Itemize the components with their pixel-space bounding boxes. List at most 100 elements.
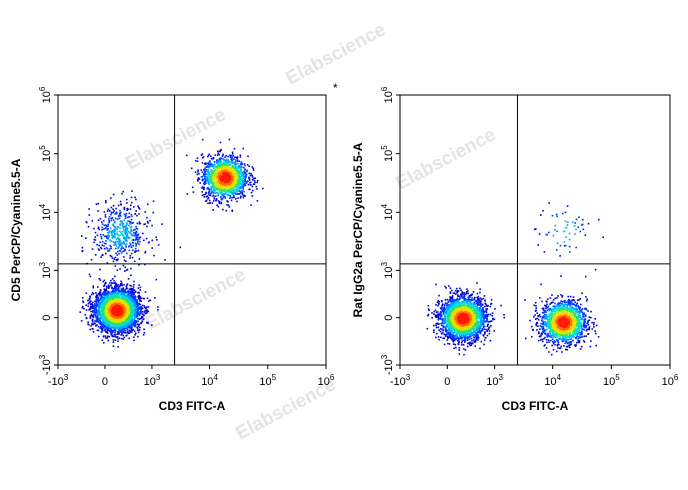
event-dot xyxy=(117,288,120,291)
event-dot xyxy=(112,234,115,237)
event-dot xyxy=(121,242,123,244)
event-dot xyxy=(126,283,129,285)
event-dot xyxy=(216,165,219,168)
event-dot xyxy=(139,299,141,301)
event-dot xyxy=(216,188,218,190)
event-dot xyxy=(127,330,129,332)
event-dot xyxy=(229,164,231,166)
event-dot xyxy=(112,224,114,226)
event-dot xyxy=(133,305,136,308)
event-dot xyxy=(209,182,211,184)
event-dot xyxy=(135,230,137,233)
event-dot xyxy=(85,309,88,311)
event-dot xyxy=(140,309,142,312)
event-dot xyxy=(240,186,242,189)
event-dot xyxy=(250,184,252,186)
event-dot xyxy=(115,283,117,285)
event-dot xyxy=(117,291,120,293)
event-dot xyxy=(92,307,94,310)
event-dot xyxy=(97,286,99,288)
event-dot xyxy=(210,175,212,177)
event-dot xyxy=(211,195,214,197)
event-dot xyxy=(108,327,110,329)
event-dot xyxy=(128,312,130,315)
event-dot xyxy=(111,231,113,233)
event-dot xyxy=(95,304,98,307)
event-dot xyxy=(106,330,109,332)
event-dot xyxy=(111,237,114,239)
event-dot xyxy=(113,222,116,224)
event-dot xyxy=(157,309,159,311)
event-dot xyxy=(135,245,137,247)
event-dot xyxy=(227,182,229,185)
event-dot xyxy=(136,320,139,323)
event-dot xyxy=(204,162,207,164)
event-dot xyxy=(218,202,221,204)
event-dot xyxy=(135,332,137,335)
event-dot xyxy=(134,308,136,310)
event-dot xyxy=(205,177,208,180)
event-dot xyxy=(112,341,115,343)
event-dot xyxy=(232,154,234,157)
event-dot xyxy=(102,228,105,230)
event-dot xyxy=(243,172,246,174)
event-dot xyxy=(125,227,127,230)
event-dot xyxy=(232,187,235,189)
event-dot xyxy=(242,171,244,173)
event-dot xyxy=(225,158,228,161)
event-dot xyxy=(121,224,124,226)
event-dot xyxy=(240,167,242,169)
event-dot xyxy=(116,269,119,271)
event-dot xyxy=(121,282,123,284)
event-dot xyxy=(135,320,137,322)
event-dot xyxy=(100,237,103,240)
event-dot xyxy=(125,299,128,302)
event-dot xyxy=(110,323,112,325)
event-dot xyxy=(133,323,136,326)
event-dot xyxy=(219,165,222,167)
event-dot xyxy=(102,310,104,313)
event-dot xyxy=(97,298,100,301)
event-dot xyxy=(107,285,110,288)
event-dot xyxy=(97,226,100,228)
event-dot xyxy=(111,236,114,238)
event-dot xyxy=(132,238,134,241)
event-dot xyxy=(247,183,250,186)
event-dot xyxy=(114,217,117,220)
event-dot xyxy=(92,309,94,312)
event-dot xyxy=(215,187,218,189)
event-dot xyxy=(92,301,94,304)
event-dot xyxy=(105,285,108,288)
event-dot xyxy=(252,183,255,186)
event-dot xyxy=(108,287,110,289)
event-dot xyxy=(134,316,137,318)
event-dot xyxy=(126,303,129,306)
event-dot xyxy=(230,180,232,183)
event-dot xyxy=(146,312,148,314)
event-dot xyxy=(144,310,147,312)
event-dot xyxy=(113,210,115,212)
event-dot xyxy=(137,234,139,236)
event-dot xyxy=(111,257,114,259)
event-dot xyxy=(144,306,146,309)
event-dot xyxy=(114,287,117,289)
event-dot xyxy=(130,285,133,287)
event-dot xyxy=(203,187,206,189)
event-dot xyxy=(138,208,141,210)
event-dot xyxy=(212,183,215,186)
event-dot xyxy=(236,184,239,186)
event-dot xyxy=(200,176,203,178)
event-dot xyxy=(241,191,243,194)
event-dot xyxy=(191,186,194,189)
event-dot xyxy=(239,181,242,183)
event-dot xyxy=(227,188,230,191)
event-dot xyxy=(129,208,132,210)
event-dot xyxy=(107,323,109,326)
event-dot xyxy=(199,182,201,184)
event-dot xyxy=(112,260,115,263)
event-dot xyxy=(132,249,134,251)
event-dot xyxy=(95,325,97,327)
event-dot xyxy=(253,183,256,185)
event-dot xyxy=(131,222,134,224)
event-dot xyxy=(252,189,254,192)
